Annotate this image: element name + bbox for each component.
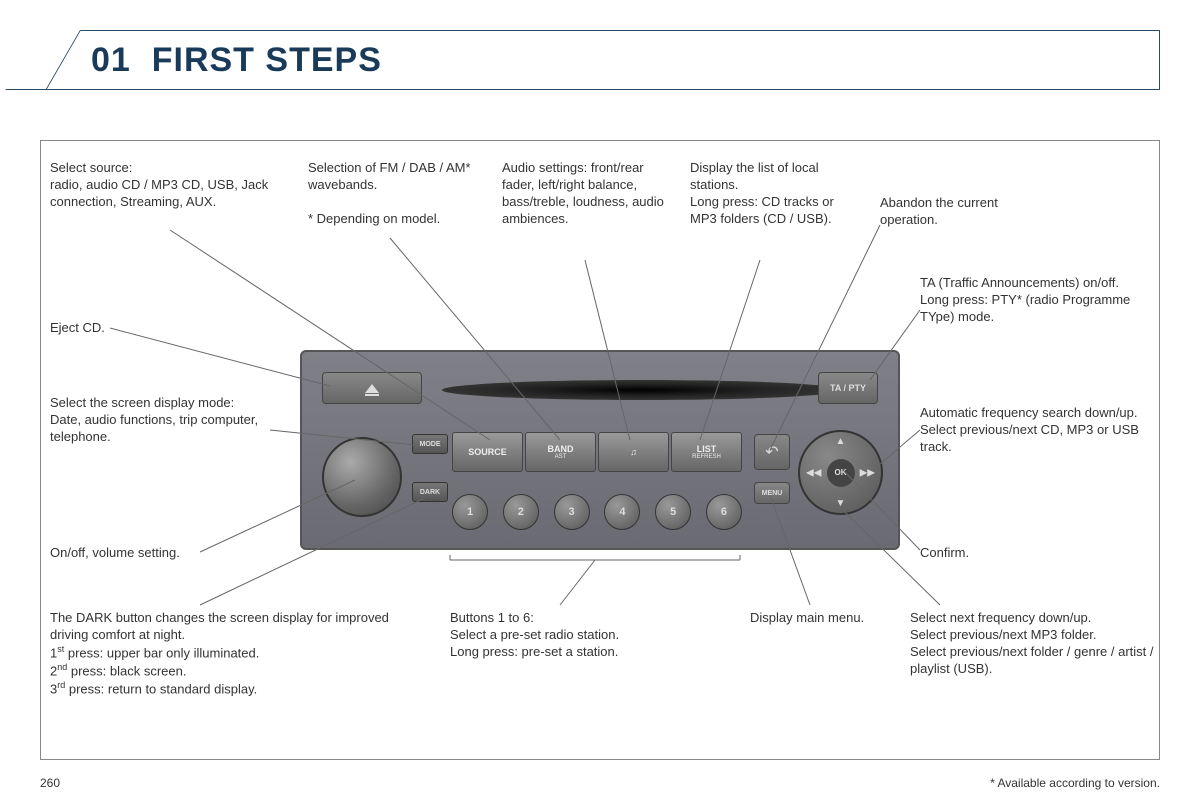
label-next-freq: Select next frequency down/up.Select pre… [910,610,1160,678]
ok-button[interactable]: OK [827,459,855,487]
label-ta-pty: TA (Traffic Announcements) on/off.Long p… [920,275,1155,326]
ta-pty-button[interactable]: TA / PTY [818,372,878,404]
band-label: BAND [548,444,574,454]
dpad-up[interactable]: ▲ [836,436,846,447]
footnote: * Available according to version. [990,776,1160,790]
volume-knob[interactable] [322,437,402,517]
title-bar: 01 FIRST STEPS [40,30,1160,90]
list-button[interactable]: LISTREFRESH [671,432,742,472]
preset-4[interactable]: 4 [604,494,640,530]
back-button[interactable]: ↶ [754,434,790,470]
label-eject: Eject CD. [50,320,250,337]
label-screen-mode: Select the screen display mode:Date, aud… [50,395,270,446]
title-number: 01 [91,41,131,79]
page-number: 260 [40,776,60,790]
dark-intro: The DARK button changes the screen displ… [50,610,389,642]
list-label: LIST [697,444,717,454]
label-abandon: Abandon the current operation. [880,195,1045,229]
preset-1[interactable]: 1 [452,494,488,530]
label-list-stations: Display the list of local stations.Long … [690,160,850,228]
band-button[interactable]: BANDAST [525,432,596,472]
label-presets: Buttons 1 to 6:Select a pre-set radio st… [450,610,690,661]
preset-2[interactable]: 2 [503,494,539,530]
function-row: SOURCE BANDAST ♫ LISTREFRESH [452,432,742,472]
label-auto-freq: Automatic frequency search down/up.Selec… [920,405,1155,456]
dpad-right[interactable]: ▶▶ [860,467,875,478]
label-fm-dab: Selection of FM / DAB / AM* wavebands.* … [308,160,488,228]
title-text: FIRST STEPS [152,41,382,79]
radio-unit: TA / PTY MODE DARK SOURCE BANDAST ♫ LIST… [300,350,900,550]
preset-row: 1 2 3 4 5 6 [452,492,742,532]
dpad-down[interactable]: ▼ [836,498,846,509]
preset-3[interactable]: 3 [554,494,590,530]
menu-button[interactable]: MENU [754,482,790,504]
label-dark: The DARK button changes the screen displ… [50,610,430,698]
eject-button[interactable] [322,372,422,404]
dpad-left[interactable]: ◀◀ [806,467,821,478]
label-main-menu: Display main menu. [750,610,900,627]
label-audio-settings: Audio settings: front/rear fader, left/r… [502,160,677,228]
dpad[interactable]: OK ▲ ▼ ◀◀ ▶▶ [798,430,883,515]
band-sub-label: AST [555,454,567,460]
label-onoff: On/off, volume setting. [50,545,250,562]
mode-button[interactable]: MODE [412,434,448,454]
source-button[interactable]: SOURCE [452,432,523,472]
dark-button[interactable]: DARK [412,482,448,502]
cd-slot [442,380,842,400]
music-button[interactable]: ♫ [598,432,669,472]
label-confirm: Confirm. [920,545,1120,562]
list-sub-label: REFRESH [692,454,721,460]
label-select-source: Select source:radio, audio CD / MP3 CD, … [50,160,290,211]
eject-icon [365,384,379,393]
preset-6[interactable]: 6 [706,494,742,530]
page-title: 01 FIRST STEPS [91,41,382,80]
preset-5[interactable]: 5 [655,494,691,530]
